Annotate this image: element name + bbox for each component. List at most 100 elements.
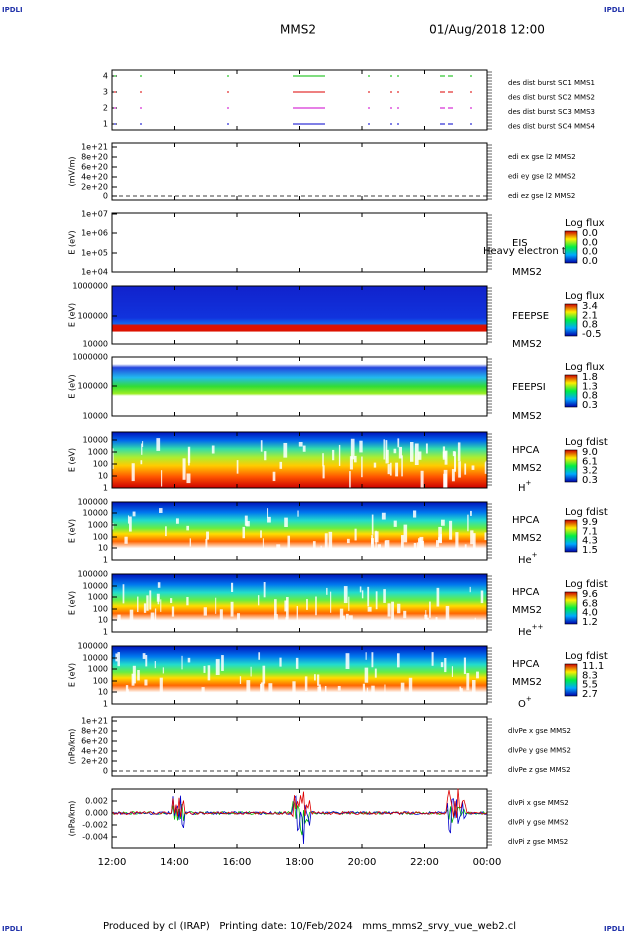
data-gap (154, 608, 157, 624)
colorbar-title: Log flux (565, 362, 605, 373)
data-gap (445, 605, 450, 622)
data-gap (393, 448, 397, 454)
data-gap (268, 683, 273, 705)
data-gap (393, 520, 397, 527)
data-gap (374, 668, 377, 678)
data-gap (455, 532, 459, 551)
data-gap (171, 606, 175, 617)
data-gap (459, 686, 462, 691)
data-gap (127, 515, 130, 524)
y-tick-label: 100000 (77, 570, 108, 579)
data-gap (408, 677, 413, 694)
data-gap (426, 617, 429, 628)
data-gap (366, 687, 369, 703)
colorbar-label: 0.0 (582, 247, 598, 258)
y-tick-label: 1000 (88, 521, 108, 530)
y-tick-label: 100000 (77, 642, 108, 651)
data-gap (141, 443, 143, 455)
species-base: He (518, 555, 532, 566)
data-gap (125, 685, 129, 705)
data-gap (186, 473, 191, 484)
colorbar-title: Log fdist (565, 579, 608, 590)
data-gap (469, 586, 471, 593)
data-gap (444, 658, 447, 673)
y-tick-label: 3 (103, 88, 108, 97)
data-gap (146, 595, 149, 611)
y-tick-label: 8e+20 (81, 727, 108, 736)
y-tick-label: 100 (93, 605, 108, 614)
species-base: O (518, 699, 526, 710)
panel-frame (111, 69, 488, 131)
data-gap (362, 683, 365, 702)
data-gap (207, 665, 211, 681)
colorbar-title: Log fdist (565, 437, 608, 448)
data-gap (457, 442, 461, 461)
data-gap (129, 516, 132, 532)
data-gap (338, 444, 341, 466)
data-gap (401, 455, 403, 477)
legend-entry: edi ez gse l2 MMS2 (508, 192, 575, 200)
data-gap (219, 609, 223, 621)
species-charge: ++ (532, 623, 544, 631)
instrument-label: EIS (512, 238, 528, 249)
species-base: He (518, 627, 532, 638)
spacecraft: MMS2 (280, 23, 316, 37)
legend-entry: dlvPi y gse MMS2 (508, 819, 569, 827)
colorbar-label: 8.3 (582, 670, 598, 681)
data-gap (157, 582, 161, 588)
y-axis-label: E (eV) (68, 519, 77, 543)
data-gap (365, 652, 367, 660)
data-gap (471, 465, 475, 470)
data-gap (137, 596, 139, 612)
legend-entry: des dist burst SC3 MMS3 (508, 108, 595, 116)
data-gap (287, 535, 291, 555)
data-gap (257, 595, 260, 606)
data-gap (279, 461, 283, 469)
instrument-label: MMS2 (512, 411, 542, 422)
y-tick-label: 10000 (83, 340, 108, 349)
colorbar-label: 1.2 (582, 617, 598, 628)
data-gap (221, 655, 224, 671)
y-tick-label: 4e+20 (81, 173, 108, 182)
data-gap (187, 446, 191, 463)
data-gap (436, 587, 440, 607)
data-gap (181, 655, 183, 670)
data-gap (345, 613, 349, 632)
y-tick-label: 100000 (77, 312, 108, 321)
data-gap (260, 682, 265, 694)
data-gap (236, 460, 239, 474)
y-tick-label: 0.000 (85, 809, 108, 818)
data-gap (484, 532, 487, 541)
instrument-label: MMS2 (512, 463, 542, 474)
data-gap (239, 676, 242, 684)
data-gap (262, 538, 264, 559)
colorbar-label: 9.6 (582, 589, 598, 600)
y-tick-label: 1 (103, 628, 108, 637)
y-tick-label: 10000 (83, 412, 108, 421)
legend-entry: dlvPi x gse MMS2 (508, 799, 569, 807)
data-gap (154, 661, 156, 669)
colorbar-label: 2.1 (582, 310, 598, 321)
data-gap (273, 614, 278, 630)
data-gap (317, 674, 320, 686)
data-gap (385, 540, 390, 561)
data-gap (359, 586, 362, 593)
data-gap (459, 688, 463, 693)
data-gap (296, 606, 298, 626)
data-gap (403, 524, 408, 543)
data-gap (272, 471, 276, 482)
data-gap (371, 535, 374, 545)
y-axis-label: E (eV) (68, 303, 77, 327)
data-gap (345, 653, 350, 669)
y-tick-label: 100000 (77, 498, 108, 507)
data-gap (260, 440, 263, 452)
data-gap (375, 591, 378, 610)
datetime: 01/Aug/2018 12:00 (429, 23, 545, 37)
y-tick-label: 1000 (88, 593, 108, 602)
data-gap (467, 514, 469, 532)
x-tick-label: 20:00 (348, 857, 377, 868)
data-gap (413, 510, 417, 518)
data-gap (452, 451, 455, 457)
data-gap (201, 687, 205, 709)
